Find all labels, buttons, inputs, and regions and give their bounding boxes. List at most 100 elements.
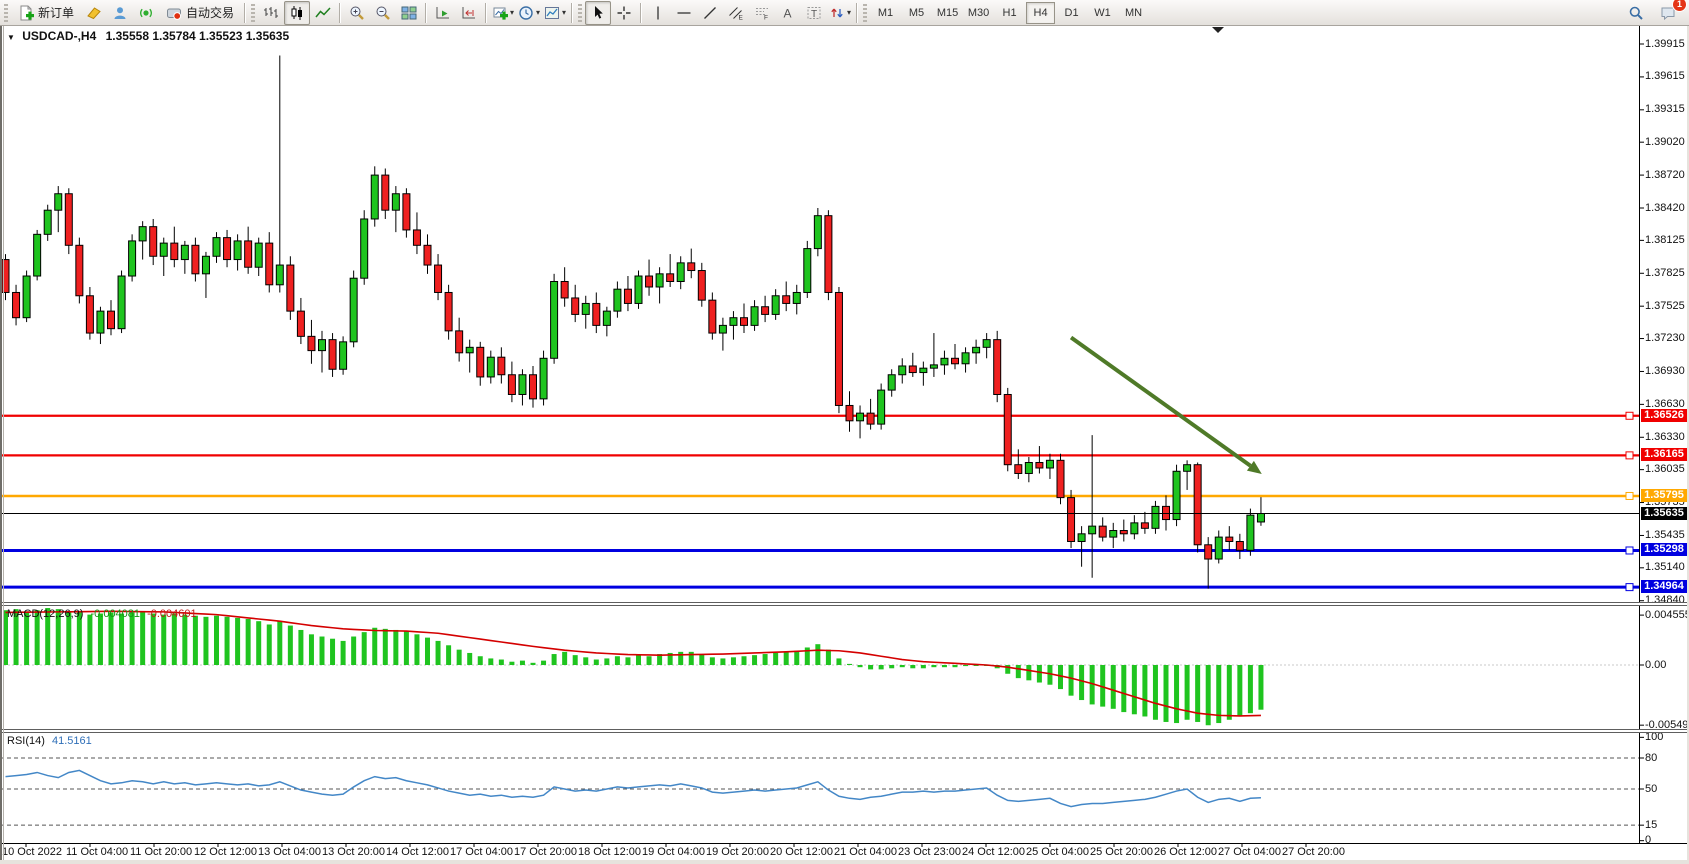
panel-splitter-main-macd[interactable] [0, 602, 1689, 606]
new-order-icon [20, 5, 34, 20]
chart-ohlc-values: 1.35558 1.35784 1.35523 1.35635 [105, 29, 290, 43]
horizontal-line-tool[interactable] [671, 1, 697, 25]
window-collapse-icon[interactable] [1212, 27, 1224, 33]
line-handle[interactable] [1625, 451, 1634, 460]
macd-histogram-bar [678, 651, 684, 665]
timeframe-button-M5[interactable]: M5 [908, 6, 925, 19]
candle-body [138, 226, 147, 242]
zoom-out-button[interactable] [370, 1, 396, 25]
candle-body [887, 374, 896, 391]
macd-histogram-bar [1047, 665, 1053, 685]
candle-body [64, 193, 73, 246]
chart-canvas[interactable] [0, 26, 1689, 864]
candle-body [1130, 522, 1139, 535]
new-chart-dropdown[interactable]: ▾ [490, 1, 516, 25]
candlestick-chart-button[interactable] [284, 0, 311, 25]
vertical-line-tool[interactable] [645, 1, 671, 25]
macd-histogram-bar [794, 650, 800, 665]
trend-arrow-line[interactable] [1069, 335, 1252, 468]
new-chart-icon [493, 7, 509, 20]
candle-body [444, 291, 453, 332]
chart-dropdown-icon[interactable]: ▼ [7, 33, 15, 42]
candle-body [107, 310, 115, 330]
candle-body [296, 310, 305, 337]
timeframe-button-M15[interactable]: M15 [936, 6, 959, 19]
candle-body [1119, 530, 1128, 535]
price-axis-label: 1.39020 [1645, 135, 1685, 148]
candle-body [1077, 533, 1086, 542]
search-button[interactable] [1623, 1, 1649, 25]
price-axis-label: 1.38420 [1645, 201, 1685, 214]
candle-body [908, 365, 917, 374]
date-axis-label: 11 Oct 04:00 [66, 846, 129, 858]
timeframe-button-H1[interactable]: H1 [1002, 6, 1017, 19]
tile-windows-button[interactable] [396, 1, 422, 25]
main-toolbar: 新订单 自动交易 [0, 0, 1689, 26]
toolbar-grip[interactable] [251, 3, 256, 22]
toolbar-grip[interactable] [578, 3, 583, 22]
timeframe-button-M30[interactable]: M30 [967, 6, 990, 19]
timeframe-button-H4[interactable]: H4 [1026, 1, 1056, 24]
chart-shift-button[interactable] [456, 1, 482, 25]
chevron-down-icon: ▾ [510, 8, 515, 17]
macd-histogram-bar [752, 655, 758, 665]
timeframe-button-W1[interactable]: W1 [1094, 6, 1111, 19]
macd-histogram-bar [825, 649, 831, 665]
macd-histogram-bar [509, 661, 515, 665]
macd-histogram-bar [266, 624, 272, 665]
line-handle[interactable] [1625, 411, 1634, 420]
bar-chart-button[interactable] [258, 1, 284, 25]
chart-window: ▼ USDCAD-,H4 1.35558 1.35784 1.35523 1.3… [0, 26, 1689, 864]
macd-histogram-bar [910, 665, 916, 669]
fibonacci-tool[interactable]: F [749, 1, 775, 25]
candle-body [539, 357, 548, 400]
clock-icon [519, 5, 533, 20]
channel-icon: E [729, 6, 744, 21]
price-tag-level: 1.35795 [1641, 488, 1687, 502]
macd-histogram-bar [551, 654, 557, 665]
macd-histogram-bar [583, 657, 589, 665]
line-handle[interactable] [1625, 583, 1634, 592]
periods-dropdown[interactable]: ▾ [516, 1, 542, 25]
timeframe-button-M1[interactable]: M1 [877, 6, 894, 19]
timeframe-button-MN[interactable]: MN [1124, 6, 1143, 19]
macd-histogram-bar [256, 621, 262, 665]
templates-dropdown[interactable]: ▾ [542, 1, 568, 25]
arrows-dropdown[interactable]: ▾ [827, 1, 853, 25]
text-label-tool[interactable]: T [801, 1, 827, 25]
new-order-button[interactable]: 新订单 [11, 1, 81, 25]
macd-histogram-bar [667, 652, 673, 665]
crosshair-tool-button[interactable] [611, 1, 637, 25]
metaeditor-button[interactable] [81, 1, 107, 25]
text-tool[interactable]: A [775, 1, 801, 25]
line-handle[interactable] [1625, 546, 1634, 555]
toolbar-grip[interactable] [4, 3, 8, 22]
candle-body [529, 374, 537, 400]
equidistant-channel-tool[interactable]: E [723, 1, 749, 25]
macd-histogram-bar [773, 652, 779, 665]
line-handle[interactable] [1625, 491, 1634, 500]
auto-trading-button[interactable]: 自动交易 [159, 1, 241, 25]
community-button[interactable] [107, 1, 133, 25]
macd-histogram-bar [414, 634, 420, 665]
signals-button[interactable] [133, 1, 159, 25]
line-chart-button[interactable] [310, 1, 336, 25]
trendline-tool[interactable] [697, 1, 723, 25]
auto-scroll-button[interactable] [430, 1, 456, 25]
timeframe-button-D1[interactable]: D1 [1064, 6, 1079, 19]
zoom-in-button[interactable] [344, 1, 370, 25]
candle-body [792, 291, 801, 304]
candle-body [254, 242, 263, 268]
candle-body [381, 174, 390, 211]
panel-splitter-macd-rsi[interactable] [0, 729, 1689, 733]
toolbar-grip[interactable] [863, 3, 868, 22]
candle-body [708, 299, 717, 334]
candle-body [803, 248, 812, 293]
notifications-button[interactable]: 1 [1655, 0, 1687, 25]
zoom-in-icon [350, 6, 364, 20]
date-axis-label: 25 Oct 20:00 [1090, 846, 1153, 858]
candle-body [328, 339, 337, 370]
macd-histogram-bar [699, 654, 705, 665]
cursor-tool-button[interactable] [585, 0, 612, 25]
